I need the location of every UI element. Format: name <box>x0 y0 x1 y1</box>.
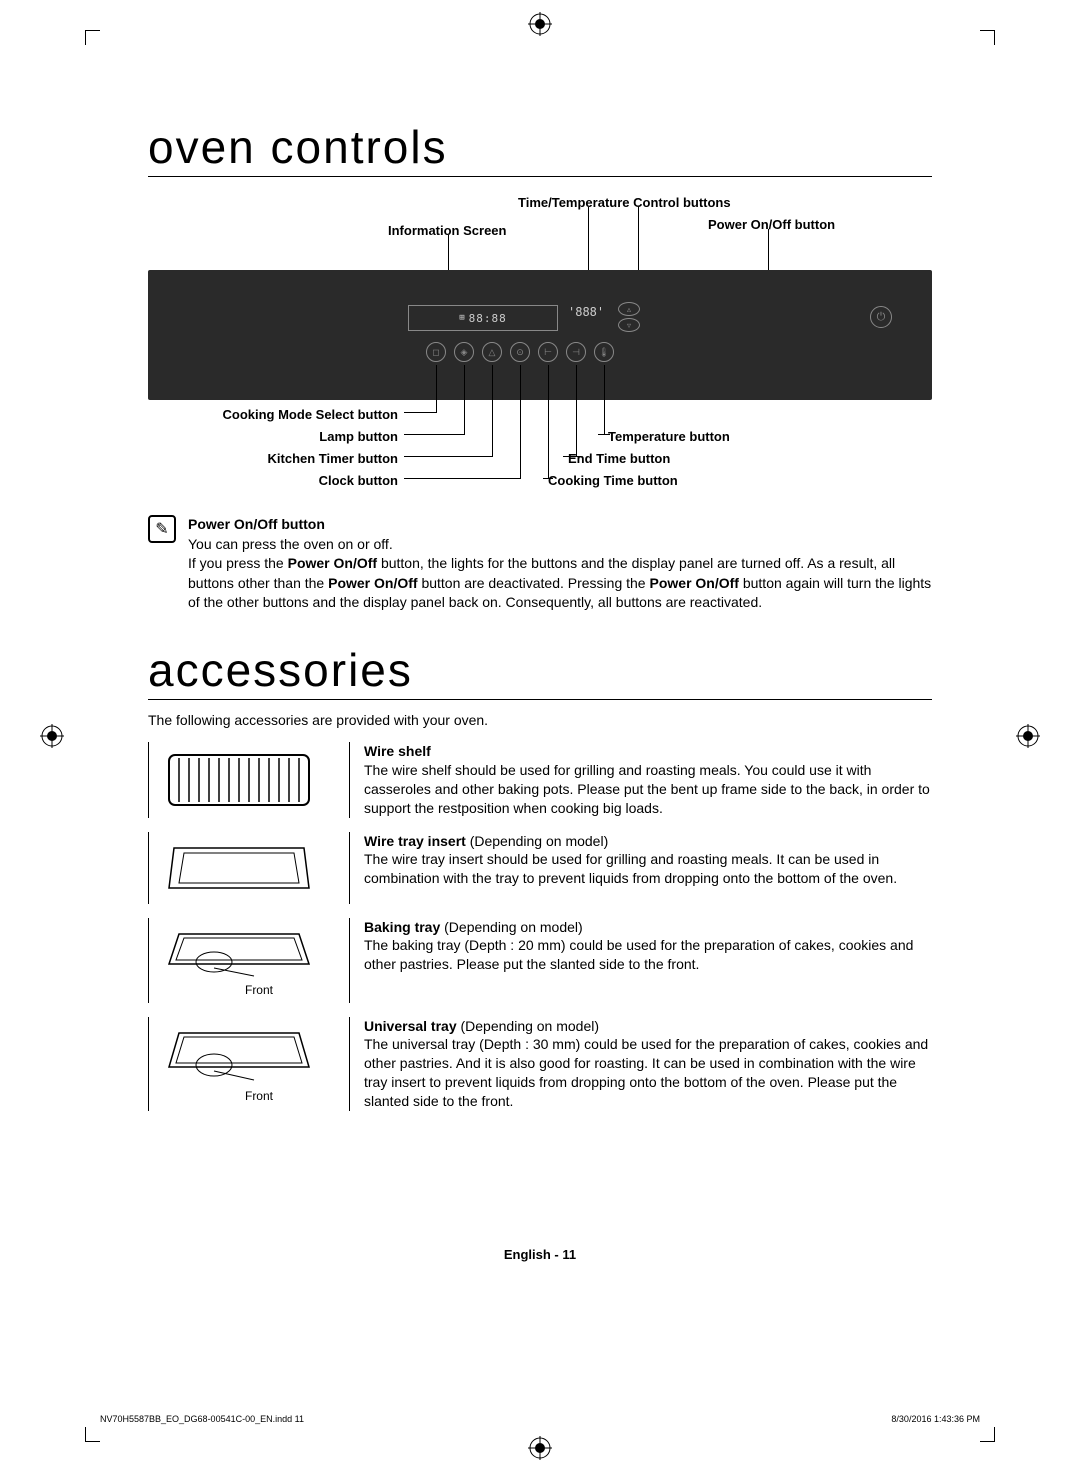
label-clock: Clock button <box>198 473 398 488</box>
label-time-temp: Time/Temperature Control buttons <box>518 195 731 210</box>
crop-mark <box>980 1427 995 1442</box>
up-button[interactable]: ▵ <box>618 302 640 316</box>
wire-tray-insert-icon <box>149 832 329 904</box>
label-lamp: Lamp button <box>198 429 398 444</box>
label-end-time: End Time button <box>568 451 670 466</box>
accessory-row: Wire tray insert (Depending on model) Th… <box>148 832 932 904</box>
print-timestamp: 8/30/2016 1:43:36 PM <box>891 1414 980 1424</box>
front-label: Front <box>245 1089 273 1103</box>
kitchen-timer-button[interactable]: △ <box>482 342 502 362</box>
accessory-title: Wire shelf <box>364 743 431 759</box>
accessory-desc: The wire shelf should be used for grilli… <box>364 762 930 816</box>
accessories-intro: The following accessories are provided w… <box>148 712 932 728</box>
label-cook-time: Cooking Time button <box>548 473 678 488</box>
accessory-desc: The baking tray (Depth : 20 mm) could be… <box>364 937 913 972</box>
accessory-title: Universal tray <box>364 1018 457 1034</box>
note-body: If you press the Power On/Off button, th… <box>188 555 931 610</box>
accessory-row: Front Baking tray (Depending on model) T… <box>148 918 932 1003</box>
accessory-desc: The universal tray (Depth : 30 mm) could… <box>364 1036 928 1109</box>
registration-mark-icon <box>1016 724 1040 748</box>
registration-mark-icon <box>528 12 552 36</box>
page-number: English - 11 <box>504 1247 576 1262</box>
crop-mark <box>85 1427 100 1442</box>
note-text: Power On/Off button You can press the ov… <box>188 515 932 613</box>
note-icon: ✎ <box>148 515 176 543</box>
accessory-title: Baking tray <box>364 919 440 935</box>
wire-shelf-icon <box>149 742 329 818</box>
accessory-row: Front Universal tray (Depending on model… <box>148 1017 932 1111</box>
label-temp: Temperature button <box>608 429 730 444</box>
label-timer: Kitchen Timer button <box>198 451 398 466</box>
power-button[interactable]: ⏻ <box>870 306 892 328</box>
down-button[interactable]: ▿ <box>618 318 640 332</box>
section-title-oven-controls: oven controls <box>148 120 932 177</box>
label-power: Power On/Off button <box>708 217 835 232</box>
accessory-row: Wire shelf The wire shelf should be used… <box>148 742 932 818</box>
crop-mark <box>85 30 100 45</box>
temp-display: '888' <box>568 305 604 319</box>
label-cook-mode: Cooking Mode Select button <box>198 407 398 422</box>
oven-control-panel: ⊞88:88 '888' ▵ ▿ ⏻ ◻ ◈ △ ⊙ ⊢ ⊣ 🌡 <box>148 270 932 400</box>
front-label: Front <box>245 983 273 997</box>
registration-mark-icon <box>528 1436 552 1460</box>
control-panel-diagram: Time/Temperature Control buttons Informa… <box>148 195 932 495</box>
info-screen: ⊞88:88 <box>408 305 558 331</box>
power-note: ✎ Power On/Off button You can press the … <box>148 515 932 613</box>
universal-tray-icon: Front <box>149 1017 329 1111</box>
cooking-time-button[interactable]: ⊢ <box>538 342 558 362</box>
section-title-accessories: accessories <box>148 643 932 700</box>
page-content: oven controls Time/Temperature Control b… <box>148 120 932 1125</box>
end-time-button[interactable]: ⊣ <box>566 342 586 362</box>
accessory-desc: The wire tray insert should be used for … <box>364 851 897 886</box>
lamp-button[interactable]: ◈ <box>454 342 474 362</box>
time-temp-buttons: ▵ ▿ <box>618 300 658 336</box>
clock-button[interactable]: ⊙ <box>510 342 530 362</box>
temperature-button[interactable]: 🌡 <box>594 342 614 362</box>
baking-tray-icon: Front <box>149 918 329 1003</box>
registration-mark-icon <box>40 724 64 748</box>
accessory-title: Wire tray insert <box>364 833 466 849</box>
print-file-name: NV70H5587BB_EO_DG68-00541C-00_EN.indd 11 <box>100 1414 304 1424</box>
cooking-mode-button[interactable]: ◻ <box>426 342 446 362</box>
crop-mark <box>980 30 995 45</box>
